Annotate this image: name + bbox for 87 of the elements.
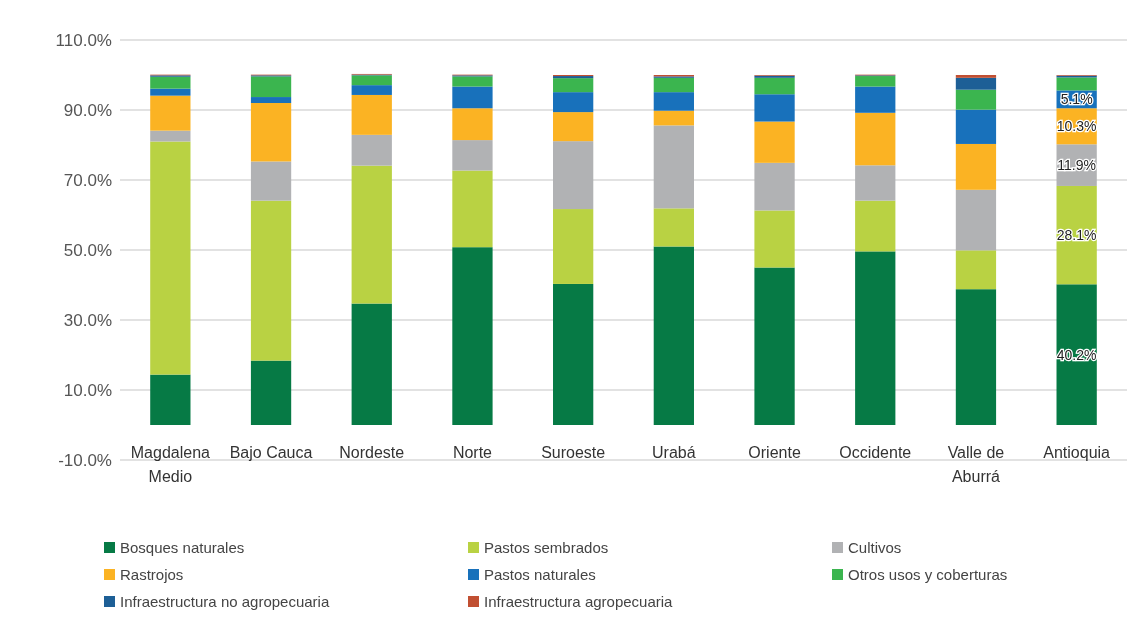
bar	[855, 165, 896, 201]
x-tick-label: Suroeste	[541, 444, 606, 461]
legend-label: Infraestructura agropecuaria	[484, 593, 674, 610]
bar	[553, 92, 594, 113]
bar	[955, 189, 997, 251]
bar	[452, 170, 493, 248]
bar	[250, 161, 292, 201]
bar	[955, 77, 997, 90]
legend-label: Cultivos	[848, 539, 902, 556]
bar	[150, 95, 191, 131]
bar	[351, 134, 392, 166]
bar	[855, 200, 896, 252]
x-tick-label: Valle de Aburrá	[947, 444, 1005, 485]
bar	[553, 209, 594, 284]
bar	[553, 112, 594, 142]
data-label: 5.1%	[1060, 91, 1093, 108]
bar	[250, 103, 292, 162]
bar	[955, 289, 997, 425]
x-tick-label: Oriente	[748, 444, 801, 461]
bar	[351, 75, 392, 86]
x-tick-label: Bajo Cauca	[229, 444, 313, 461]
y-tick-label: 30.0%	[63, 311, 112, 330]
bar	[955, 89, 997, 110]
x-tick-label: Nordeste	[339, 444, 405, 461]
bar	[150, 130, 191, 142]
y-tick-label: -10.0%	[58, 451, 112, 470]
y-tick-label: 50.0%	[63, 241, 112, 260]
bar	[653, 246, 694, 425]
bar	[150, 76, 191, 89]
bar	[653, 110, 694, 126]
y-tick-label: 110.0%	[55, 31, 112, 50]
bar	[351, 165, 392, 304]
bar	[150, 374, 191, 425]
x-tick-label: Antioquia	[1043, 444, 1111, 461]
bar	[553, 141, 594, 210]
bar	[955, 109, 997, 144]
bar	[754, 77, 795, 95]
x-tick-label: Norte	[452, 444, 493, 461]
bar	[855, 112, 896, 166]
bar	[452, 108, 493, 141]
bar	[855, 86, 896, 113]
x-tick-label: Occidente	[839, 444, 912, 461]
y-tick-label: 90.0%	[63, 101, 112, 120]
bar	[250, 200, 292, 361]
bar	[653, 92, 694, 111]
bar	[955, 75, 997, 78]
bar	[855, 76, 896, 87]
legend-label: Rastrojos	[120, 566, 184, 583]
bar	[553, 283, 594, 425]
bar	[553, 78, 594, 93]
data-label: 40.2%	[1056, 346, 1097, 363]
legend-label: Pastos sembrados	[484, 539, 609, 556]
bar	[653, 208, 694, 247]
bar	[351, 303, 392, 425]
data-label: 10.3%	[1056, 118, 1097, 135]
x-tick-label: Urabá	[652, 444, 696, 461]
bar	[452, 140, 493, 171]
bar	[653, 125, 694, 209]
bar	[754, 162, 795, 211]
bar	[150, 88, 191, 96]
bar	[754, 267, 795, 425]
bar	[1056, 284, 1097, 425]
bar	[452, 247, 493, 425]
data-label: 11.9%	[1057, 157, 1096, 174]
bar	[955, 250, 997, 290]
bar	[351, 85, 392, 95]
bar	[250, 360, 292, 425]
bar	[1056, 77, 1097, 91]
legend-label: Infraestructura no agropecuaria	[120, 593, 330, 610]
legend-label: Otros usos y coberturas	[848, 566, 1008, 583]
bar	[452, 86, 493, 109]
legend-label: Pastos naturales	[484, 566, 596, 583]
bar	[754, 121, 795, 163]
x-tick-label: Magdalena Medio	[130, 444, 211, 485]
bar	[855, 251, 896, 425]
bar	[754, 94, 795, 122]
bar	[250, 97, 292, 103]
bar	[351, 94, 392, 135]
bar	[955, 143, 997, 190]
bar	[250, 76, 292, 98]
y-tick-label: 70.0%	[63, 171, 112, 190]
legend-label: Bosques naturales	[120, 539, 245, 556]
data-label: 28.1%	[1056, 227, 1097, 244]
bar	[653, 77, 694, 93]
bar	[754, 210, 795, 268]
bar	[150, 141, 191, 375]
y-tick-label: 10.0%	[63, 381, 112, 400]
